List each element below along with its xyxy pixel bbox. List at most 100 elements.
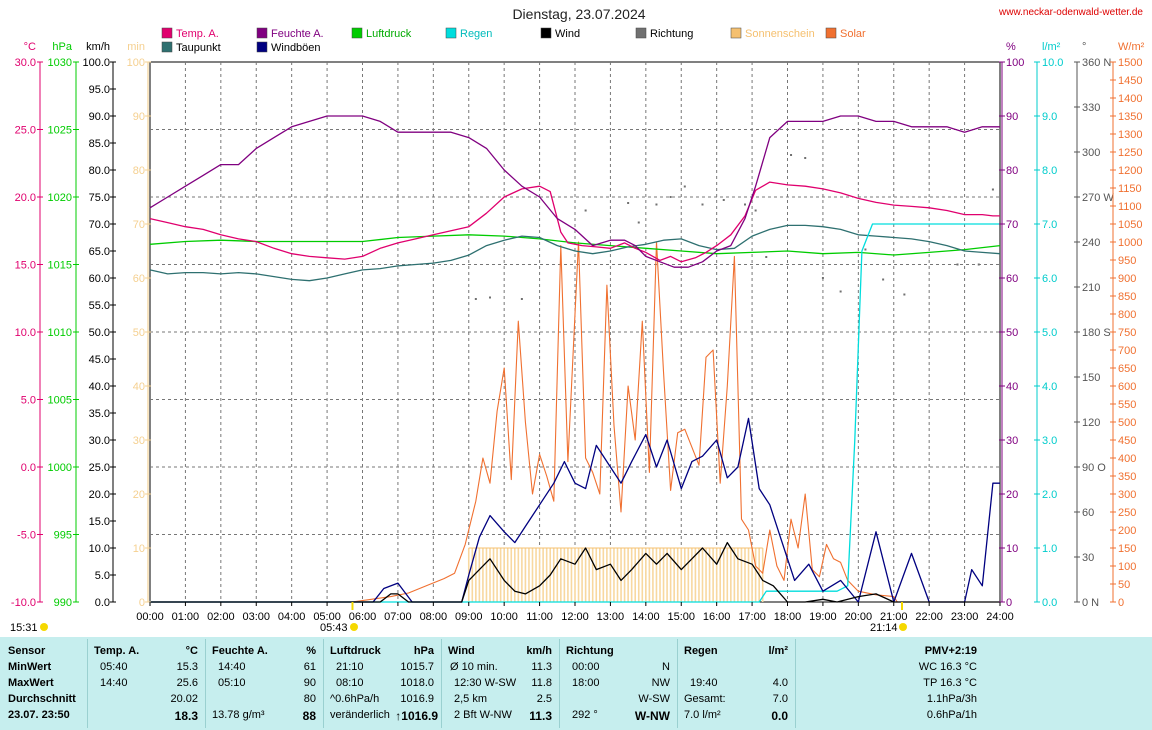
axis-unit: hPa <box>52 41 72 53</box>
tick-label: 400 <box>1118 453 1136 465</box>
tick-label: 200 <box>1118 525 1136 537</box>
tick-label: 950 <box>1118 255 1136 267</box>
tick-label: 1000 <box>48 462 72 474</box>
tick-label: 350 <box>1118 471 1136 483</box>
temp-max-time: 14:40 <box>100 677 128 689</box>
axis-unit: % <box>1006 41 1016 53</box>
wind-head: Wind <box>448 645 475 657</box>
legend-swatch <box>635 27 647 39</box>
legend-swatch <box>445 27 457 39</box>
row-label-current: 23.07. 23:50 <box>8 709 70 721</box>
series-temp-a <box>149 181 1000 263</box>
tick-label: 1400 <box>1118 93 1142 105</box>
humidity-column: Feuchte A. % 14:40 61 05:10 90 80 13.78 … <box>212 637 322 730</box>
time-label: 05:00 <box>313 611 341 623</box>
tick-label: 9.0 <box>1042 111 1057 123</box>
tick-label: 1005 <box>48 395 72 407</box>
time-label: 23:00 <box>951 611 979 623</box>
time-label: 01:00 <box>172 611 200 623</box>
tick-label: 180 S <box>1082 327 1111 339</box>
time-label: 15:00 <box>667 611 695 623</box>
tick-label: 210 <box>1082 282 1100 294</box>
tick-label: 30.0 <box>15 57 36 69</box>
tick-label: 150 <box>1082 372 1100 384</box>
tick-label: 990 <box>54 597 72 609</box>
temp-max-value: 25.6 <box>176 677 198 689</box>
series-windb-en <box>150 417 1000 603</box>
tick-label: 0.0 <box>95 597 110 609</box>
tick-label: 600 <box>1118 381 1136 393</box>
tick-label: 40 <box>1006 381 1018 393</box>
tick-label: 50 <box>1118 579 1130 591</box>
time-label: 11:00 <box>526 611 553 623</box>
direction-point <box>765 256 768 258</box>
direction-point <box>722 199 725 201</box>
sunset-time: 21:14 <box>870 622 898 634</box>
legend-label: Luftdruck <box>366 28 412 40</box>
wind-avg-label: Ø 10 min. <box>450 661 498 673</box>
time-label: 00:00 <box>136 611 164 623</box>
pmv-column: PMV+2:19 WC 16.3 °C TP 16.3 °C 1.1hPa/3h… <box>802 637 977 730</box>
tick-label: 750 <box>1118 327 1136 339</box>
tick-label: 40.0 <box>89 381 110 393</box>
direction-head: Richtung <box>566 645 614 657</box>
rain-head: Regen <box>684 645 718 657</box>
pressure-avg-value: 1016.9 <box>400 693 434 705</box>
tick-label: 50 <box>133 327 145 339</box>
tick-label: 40 <box>133 381 145 393</box>
direction-min-time: 00:00 <box>572 661 600 673</box>
sensor-head: Sensor <box>8 645 46 657</box>
chart-title: Dienstag, 23.07.2024 <box>512 6 645 22</box>
time-label: 17:00 <box>738 611 766 623</box>
tick-label: 15.0 <box>89 516 110 528</box>
direction-point <box>839 290 842 293</box>
divider <box>559 639 560 728</box>
direction-point <box>701 203 704 206</box>
tick-label: 1030 <box>48 57 72 69</box>
time-label: 07:00 <box>384 611 412 623</box>
tick-label: 55.0 <box>89 300 110 312</box>
tick-label: 700 <box>1118 345 1136 357</box>
tick-label: 2.0 <box>1042 489 1057 501</box>
rain-total-label: Gesamt: <box>684 693 726 705</box>
direction-point <box>790 154 793 156</box>
pressure-max-time: 08:10 <box>336 677 364 689</box>
legend-swatch <box>161 41 173 53</box>
legend-label: Wind <box>555 28 580 40</box>
absolute-humidity: 13.78 g/m³ <box>212 709 265 721</box>
axis-unit: km/h <box>86 41 110 53</box>
tick-label: 300 <box>1082 147 1100 159</box>
wind-run: 2,5 km <box>454 693 488 705</box>
tick-label: 20.0 <box>89 489 110 501</box>
tick-label: 0 <box>1006 597 1012 609</box>
series-lines <box>149 115 1001 603</box>
time-label: 12:00 <box>561 611 589 623</box>
tick-label: 1500 <box>1118 57 1142 69</box>
wind-column: Wind km/h Ø 10 min. 11.3 12:30 W-SW 11.8… <box>448 637 558 730</box>
tick-label: 0 N <box>1082 597 1099 609</box>
axis-unit: °C <box>24 41 36 53</box>
wind-max-time: 12:30 W-SW <box>454 677 517 689</box>
row-label-min: MinWert <box>8 661 52 673</box>
sensor-column: Sensor MinWert MaxWert Durchschnitt 23.0… <box>8 637 88 730</box>
tick-label: 6.0 <box>1042 273 1057 285</box>
rain-max-time: 19:40 <box>690 677 718 689</box>
pressure-max-value: 1018.0 <box>400 677 434 689</box>
tick-label: 10.0 <box>1042 57 1063 69</box>
humidity-min-value: 61 <box>303 661 316 673</box>
tick-label: 450 <box>1118 435 1136 447</box>
rain-column: Regen l/m² 19:40 4.0 Gesamt: 7.0 7.0 l/m… <box>684 637 794 730</box>
site-link[interactable]: www.neckar-odenwald-wetter.de <box>998 7 1143 18</box>
tick-label: 15.0 <box>15 260 36 272</box>
tick-label: 800 <box>1118 309 1136 321</box>
axis-unit: ° <box>1082 41 1086 53</box>
divider <box>87 639 88 728</box>
series-feuchte-a <box>149 115 1000 268</box>
wind-current-value: 11.3 <box>529 709 552 723</box>
tick-label: 80.0 <box>89 165 110 177</box>
tick-label: 80 <box>133 165 145 177</box>
tick-label: 100 <box>1006 57 1024 69</box>
rain-current-value: 0.0 <box>771 709 788 723</box>
tick-label: 20 <box>1006 489 1018 501</box>
rain-sum: 7.0 l/m² <box>684 709 721 721</box>
